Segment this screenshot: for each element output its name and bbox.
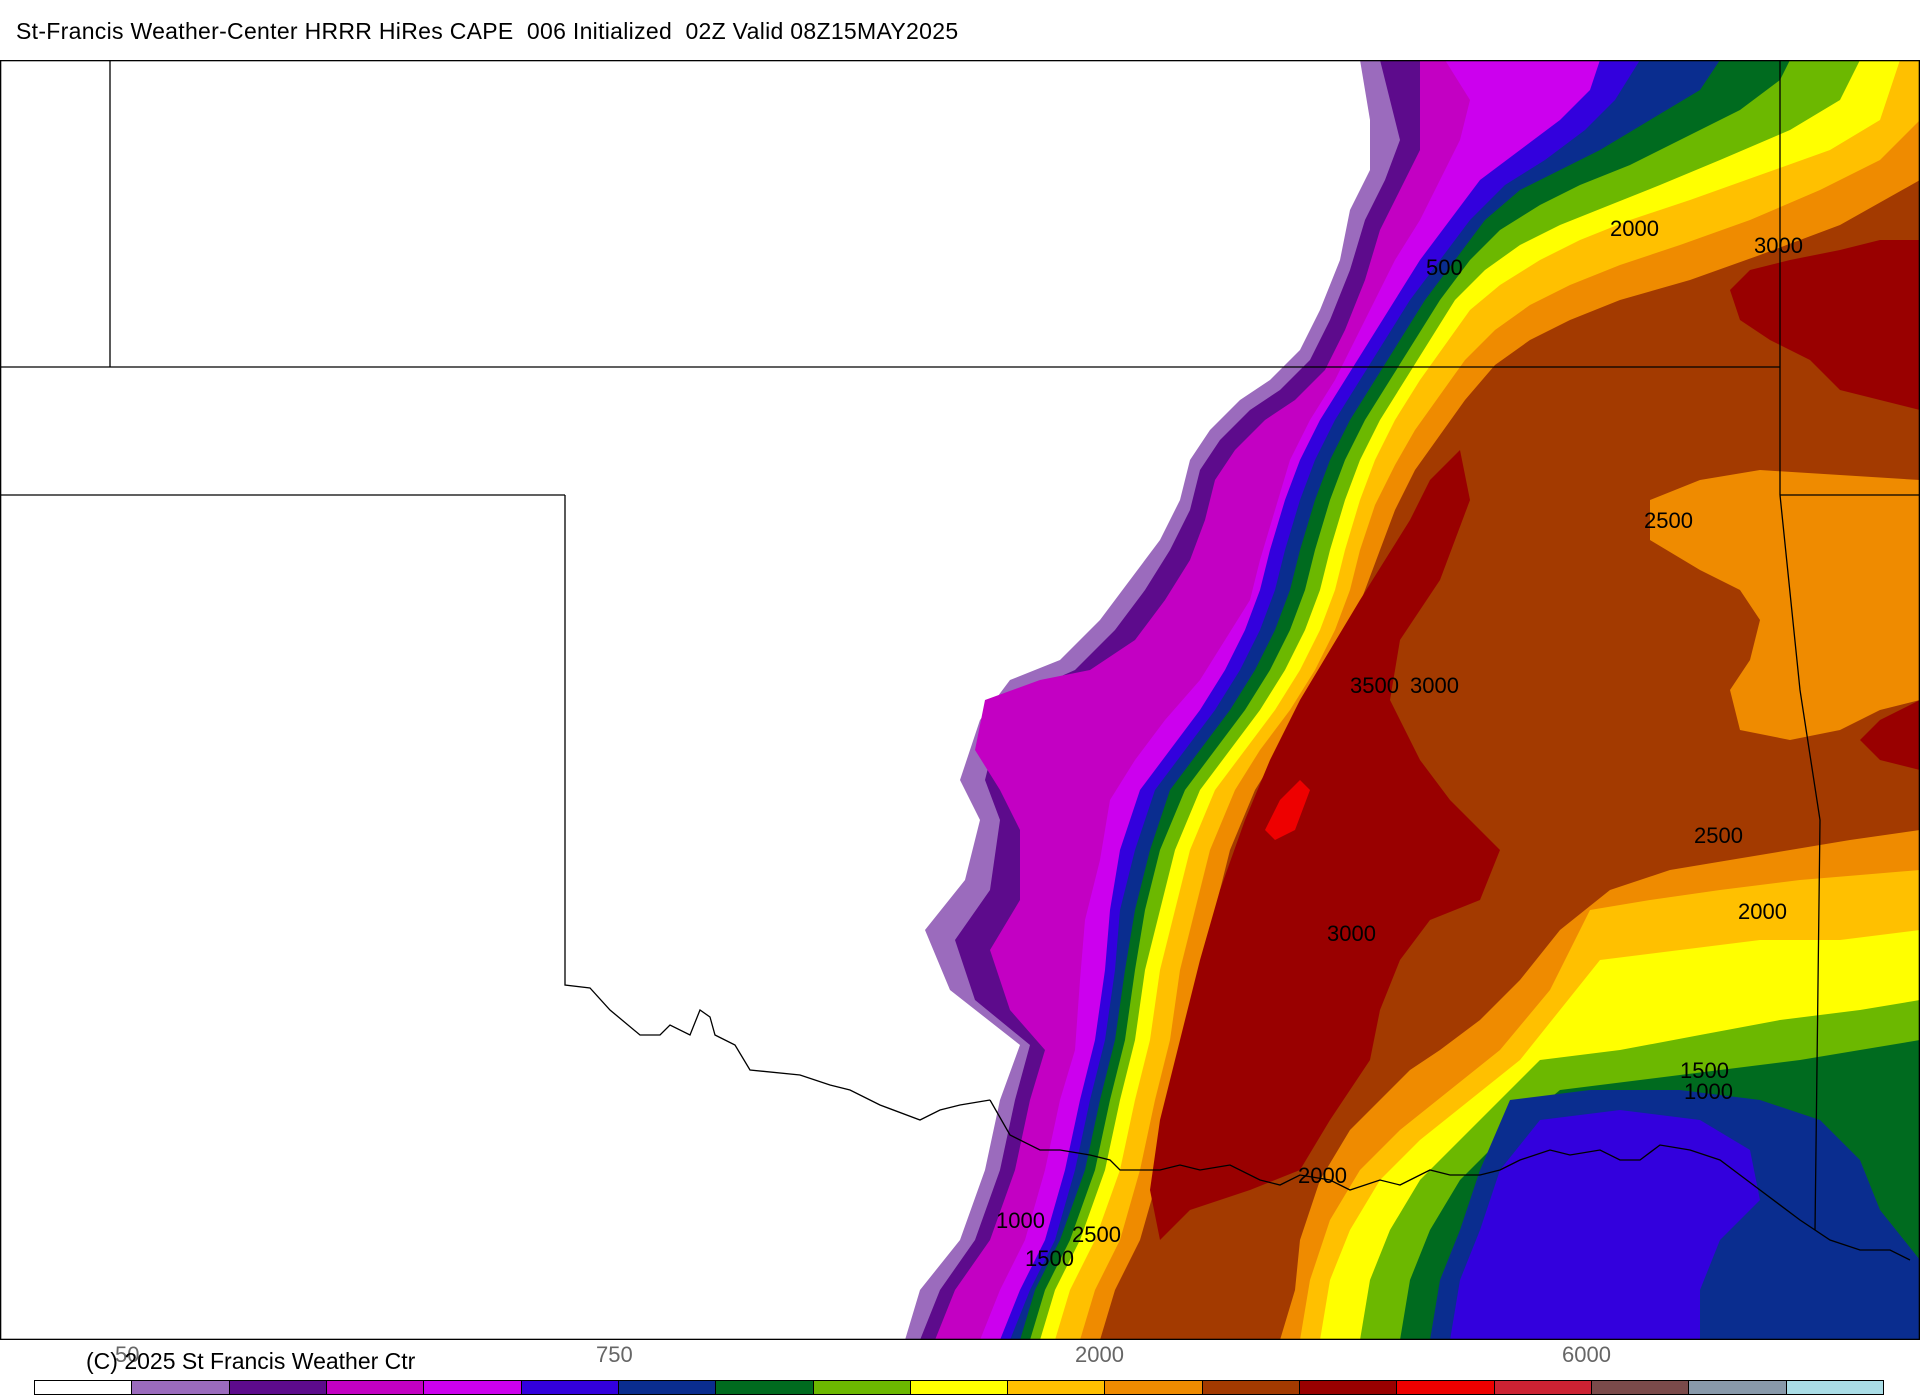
legend-swatch [909,1381,1008,1394]
cape-band-dk-red-main [1150,450,1500,1240]
contour-label: 2000 [1738,899,1787,924]
legend-swatch [1201,1381,1300,1394]
contour-label: 1000 [1684,1079,1733,1104]
legend-swatch [1591,1381,1689,1394]
legend-swatch [423,1381,521,1394]
contour-label: 2000 [1298,1163,1347,1188]
legend-tick-label: 6000 [1562,1342,1611,1367]
contour-label: 2500 [1072,1222,1121,1247]
legend-swatch [1299,1381,1397,1394]
legend-swatch [35,1381,132,1394]
cape-band-blue-south [1450,1110,1760,1340]
state-boundaries [0,60,1920,1261]
map-title: St-Francis Weather-Center HRRR HiRes CAP… [16,18,959,44]
contour-labels: 500 2000 3000 2500 3500 3000 2500 2000 3… [996,216,1803,1271]
contour-label: 2000 [1610,216,1659,241]
cape-band-dk-red-ne [1730,240,1920,410]
legend-swatch [1104,1381,1202,1394]
legend-swatch [1493,1381,1591,1394]
legend-tick-label: 50 [115,1342,140,1367]
legend-swatch [520,1381,618,1394]
map-border [0,60,1920,1340]
color-scale-legend [34,1380,1884,1395]
contour-label: 1500 [1680,1058,1729,1083]
legend-swatch [617,1381,716,1394]
contour-label: 500 [1426,255,1463,280]
contour-label: 1000 [996,1208,1045,1233]
cape-shading [905,60,1920,1340]
cape-map-svg: 500 2000 3000 2500 3500 3000 2500 2000 3… [0,60,1920,1340]
cape-band-dk-red-e [1860,700,1920,770]
legend-swatch [228,1381,326,1394]
contour-label: 2500 [1694,823,1743,848]
contour-label: 1500 [1025,1246,1074,1271]
cape-band-red-spot [1265,780,1310,840]
legend-swatch [1688,1381,1786,1394]
contour-label: 3000 [1327,921,1376,946]
legend-tick-label: 2000 [1075,1342,1124,1367]
legend-tick-label: 750 [596,1342,633,1367]
contour-label: 3000 [1754,233,1803,258]
legend-swatch [1396,1381,1494,1394]
copyright-text: (C) 2025 St Francis Weather Ctr [86,1348,416,1374]
contour-label: 3000 [1410,673,1459,698]
legend-swatch [812,1381,910,1394]
legend-swatch [1007,1381,1105,1394]
legend-tick-labels: 50 750 2000 6000 [0,1342,1920,1372]
contour-label: 3500 [1350,673,1399,698]
legend-swatch [325,1381,424,1394]
legend-swatch [131,1381,229,1394]
cape-map: 500 2000 3000 2500 3500 3000 2500 2000 3… [0,60,1920,1340]
legend-swatch [715,1381,813,1394]
legend-swatch [1785,1381,1883,1394]
contour-label: 2500 [1644,508,1693,533]
